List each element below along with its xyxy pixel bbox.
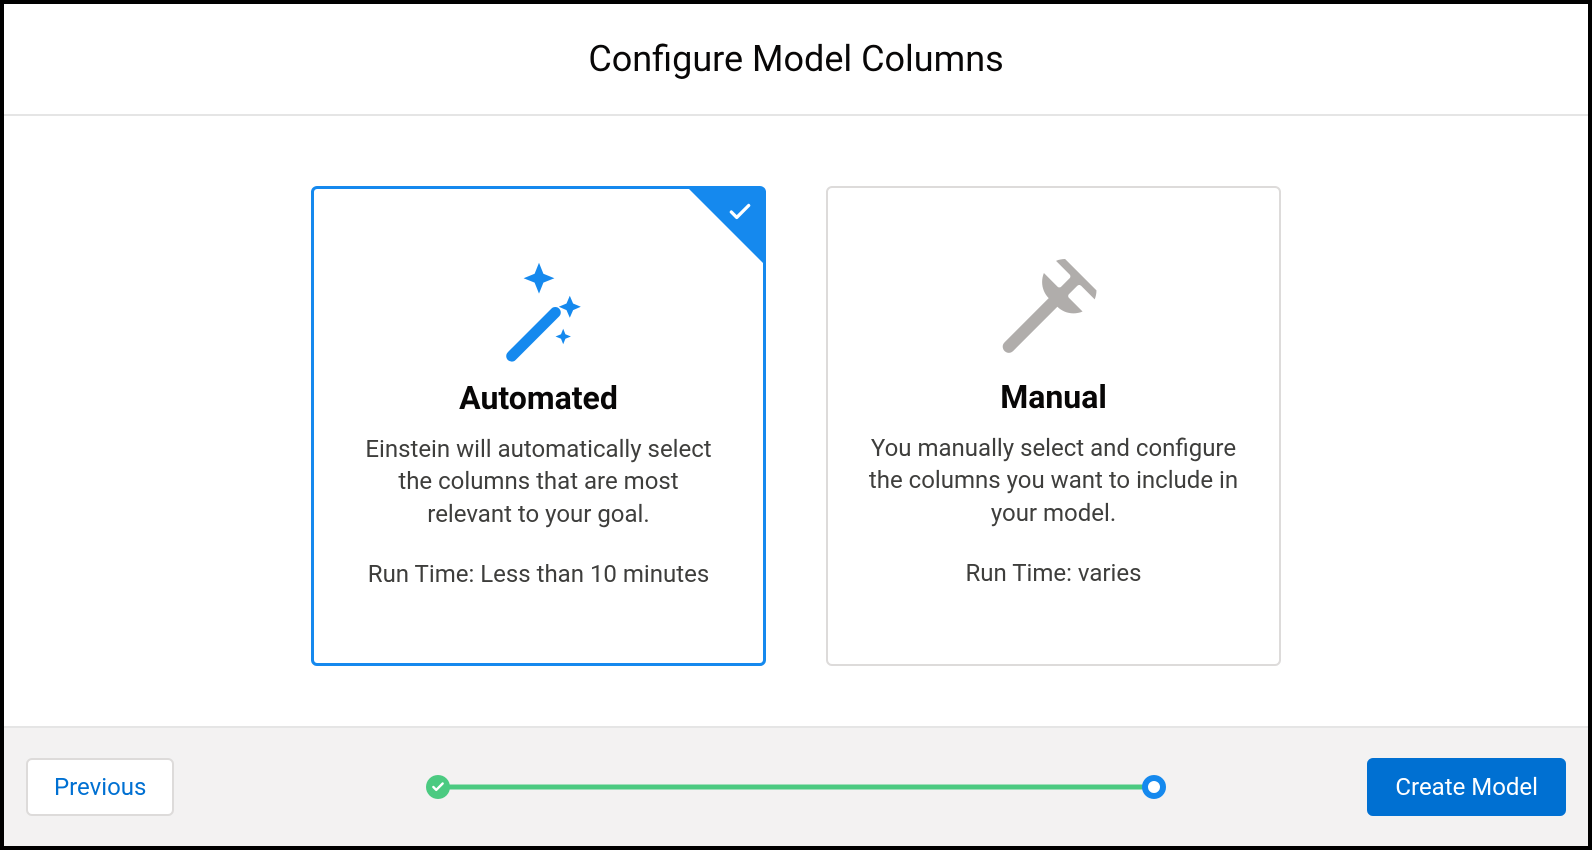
- card-title-manual: Manual: [1000, 378, 1107, 416]
- option-card-automated[interactable]: Automated Einstein will automatically se…: [311, 186, 766, 666]
- card-description-automated: Einstein will automatically select the c…: [344, 433, 733, 530]
- option-card-manual[interactable]: Manual You manually select and configure…: [826, 186, 1281, 666]
- card-description-manual: You manually select and configure the co…: [858, 432, 1249, 529]
- page-title: Configure Model Columns: [588, 38, 1003, 80]
- dialog-footer: Previous Create Model: [4, 726, 1588, 846]
- card-runtime-manual: Run Time: varies: [965, 559, 1141, 587]
- progress-step-current: [1142, 775, 1166, 799]
- card-title-automated: Automated: [459, 379, 618, 417]
- dialog-frame: Configure Model Columns Automated Einst: [0, 0, 1592, 850]
- progress-indicator: [426, 772, 1166, 802]
- create-model-button[interactable]: Create Model: [1367, 758, 1566, 816]
- check-icon: [725, 197, 755, 227]
- content-area: Automated Einstein will automatically se…: [4, 116, 1588, 726]
- card-runtime-automated: Run Time: Less than 10 minutes: [368, 560, 709, 588]
- wrench-icon: [999, 248, 1109, 368]
- previous-button[interactable]: Previous: [26, 758, 174, 816]
- progress-line: [438, 785, 1154, 790]
- progress-step-done: [426, 775, 450, 799]
- magic-wand-icon: [484, 249, 594, 369]
- dialog-header: Configure Model Columns: [4, 4, 1588, 116]
